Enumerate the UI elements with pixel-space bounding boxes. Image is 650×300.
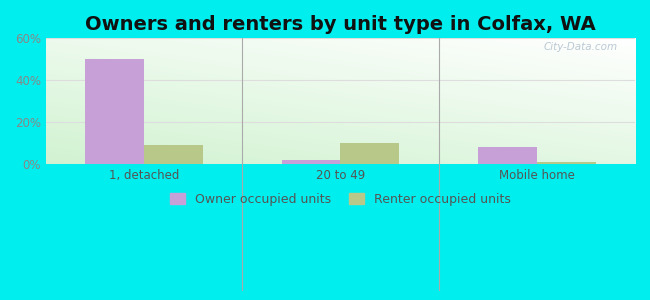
Bar: [85, 59, 144, 164]
Bar: [341, 143, 399, 164]
Bar: [281, 160, 341, 164]
Bar: [537, 162, 595, 164]
Bar: [144, 145, 203, 164]
Title: Owners and renters by unit type in Colfax, WA: Owners and renters by unit type in Colfa…: [85, 15, 596, 34]
Legend: Owner occupied units, Renter occupied units: Owner occupied units, Renter occupied un…: [164, 188, 516, 211]
Text: City-Data.com: City-Data.com: [543, 42, 618, 52]
Bar: [478, 147, 537, 164]
